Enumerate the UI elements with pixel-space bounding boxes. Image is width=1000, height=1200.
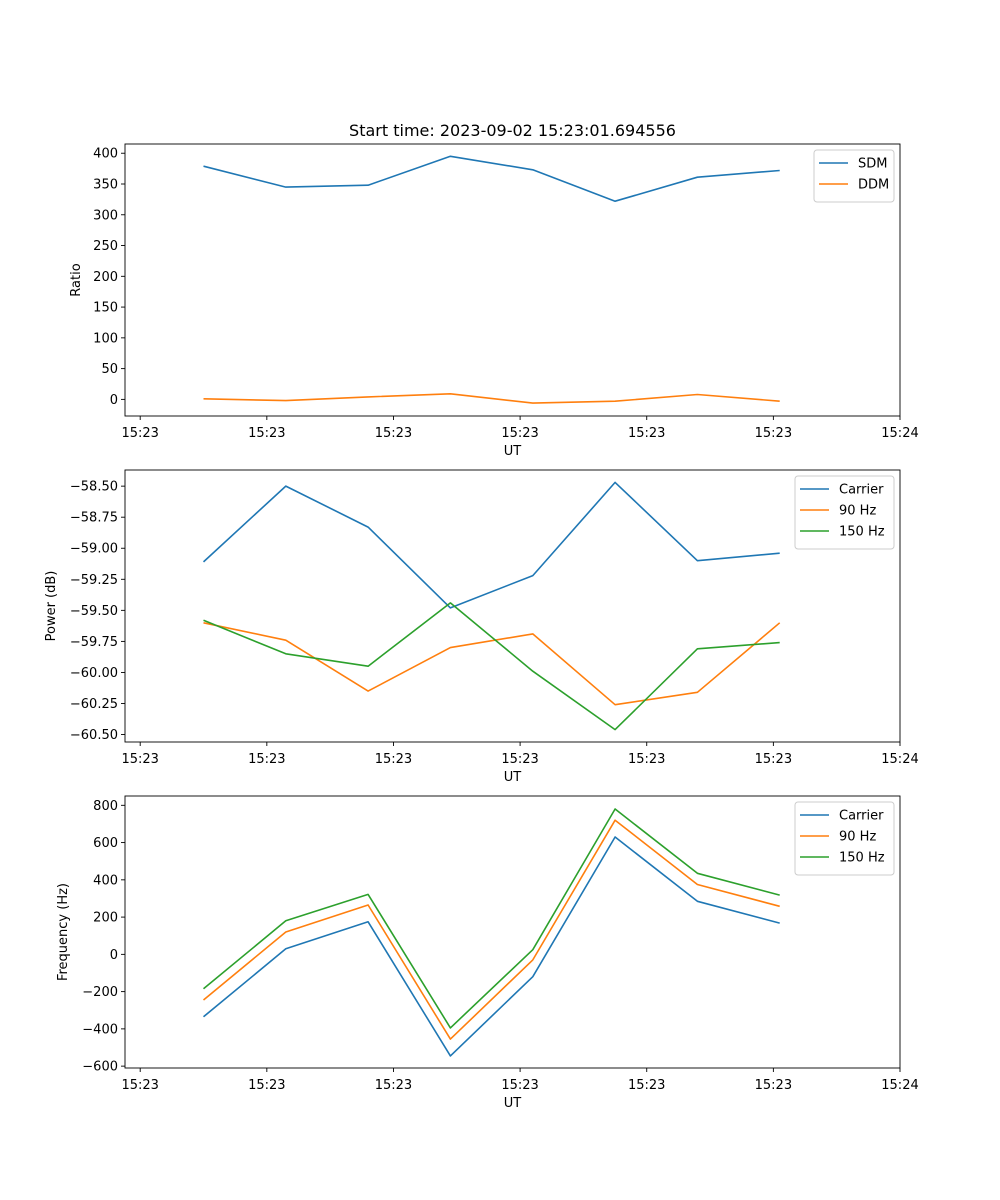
x-tick-label: 15:23 <box>628 1078 665 1093</box>
panel-ratio: 15:23 15:23 15:23 15:23 15:23 15:23 15:24 0 50 10… <box>69 143 919 459</box>
x-tick-label: 15:23 <box>121 426 158 441</box>
y-tick-label: −59.50 <box>70 604 118 619</box>
x-axis-label: UT <box>504 770 522 785</box>
series-line-sdm <box>203 155 780 202</box>
legend-label: 90 Hz <box>839 504 876 519</box>
x-tick-label: 15:24 <box>881 1078 918 1093</box>
legend-label: 150 Hz <box>839 525 885 540</box>
x-tick-label: 15:23 <box>628 752 665 767</box>
legend: SDM DDM <box>813 149 895 203</box>
axes-frame <box>124 469 901 743</box>
x-tick-label: 15:23 <box>248 426 285 441</box>
y-tick-label: 250 <box>93 239 118 254</box>
legend-label: SDM <box>858 157 887 172</box>
x-tick-label: 15:23 <box>755 752 792 767</box>
x-axis-label: UT <box>504 444 522 459</box>
series-line-carrier <box>202 481 780 609</box>
y-tick-label: 300 <box>93 208 118 223</box>
y-tick-label: 0 <box>110 948 118 963</box>
y-tick-label: −59.25 <box>70 573 118 588</box>
y-tick-label: −59.75 <box>70 635 118 650</box>
y-tick-label: 50 <box>101 362 118 377</box>
x-tick-label: 15:23 <box>755 426 792 441</box>
x-tick-label: 15:23 <box>121 1078 158 1093</box>
panel-power: 15:23 15:23 15:23 15:23 15:23 15:23 15:24 −60.5… <box>44 469 919 785</box>
x-tick-label: 15:24 <box>881 752 918 767</box>
series-line-90-hz <box>202 819 780 1040</box>
x-tick-label: 15:23 <box>248 1078 285 1093</box>
x-tick-label: 15:23 <box>755 1078 792 1093</box>
panel-frequency: 15:23 15:23 15:23 15:23 15:23 15:23 15:24 −600 −… <box>56 795 919 1111</box>
axes-frame <box>124 143 901 417</box>
legend-label: Carrier <box>839 483 884 498</box>
x-tick-label: 15:23 <box>501 1078 538 1093</box>
y-tick-label: −58.75 <box>70 511 118 526</box>
series-line-90-hz <box>203 622 781 706</box>
x-tick-label: 15:23 <box>248 752 285 767</box>
y-tick-label: −600 <box>82 1060 118 1075</box>
x-tick-label: 15:23 <box>628 426 665 441</box>
y-tick-label: 150 <box>93 301 118 316</box>
x-tick-label: 15:23 <box>375 752 412 767</box>
x-tick-label: 15:23 <box>501 426 538 441</box>
y-tick-label: 400 <box>93 147 118 162</box>
x-tick-label: 15:24 <box>881 426 918 441</box>
x-tick-label: 15:23 <box>375 1078 412 1093</box>
y-tick-label: 200 <box>93 270 118 285</box>
y-axis-label: Frequency (Hz) <box>56 883 71 981</box>
series-line-carrier <box>202 836 780 1057</box>
axes-frame <box>124 795 901 1069</box>
series-line-ddm <box>203 392 780 404</box>
y-tick-label: 100 <box>93 331 118 346</box>
y-tick-label: −58.50 <box>70 480 118 495</box>
legend: Carrier 90 Hz 150 Hz <box>794 801 895 876</box>
series-line-150-hz <box>203 602 780 731</box>
y-tick-label: −59.00 <box>70 542 118 557</box>
x-tick-label: 15:23 <box>121 752 158 767</box>
y-tick-label: −60.00 <box>70 666 118 681</box>
legend-label: 150 Hz <box>839 851 885 866</box>
x-tick-label: 15:23 <box>375 426 412 441</box>
y-axis-label: Ratio <box>69 263 84 296</box>
y-tick-label: 400 <box>93 873 118 888</box>
y-tick-label: 0 <box>110 393 118 408</box>
y-tick-label: 350 <box>93 178 118 193</box>
legend-label: DDM <box>858 178 889 193</box>
x-axis-label: UT <box>504 1096 522 1111</box>
legend-label: Carrier <box>839 809 884 824</box>
legend: Carrier 90 Hz 150 Hz <box>794 475 895 550</box>
figure-title: Start time: 2023-09-02 15:23:01.694556 <box>349 121 676 140</box>
y-tick-label: −60.25 <box>70 697 118 712</box>
y-tick-label: −200 <box>82 985 118 1000</box>
y-axis-label: Power (dB) <box>44 571 59 642</box>
y-tick-label: 600 <box>93 836 118 851</box>
series-line-150-hz <box>202 808 780 1029</box>
y-tick-label: 800 <box>93 799 118 814</box>
legend-label: 90 Hz <box>839 830 876 845</box>
y-tick-label: −400 <box>82 1022 118 1037</box>
x-tick-label: 15:23 <box>501 752 538 767</box>
y-tick-label: −60.50 <box>70 728 118 743</box>
y-tick-label: 200 <box>93 911 118 926</box>
